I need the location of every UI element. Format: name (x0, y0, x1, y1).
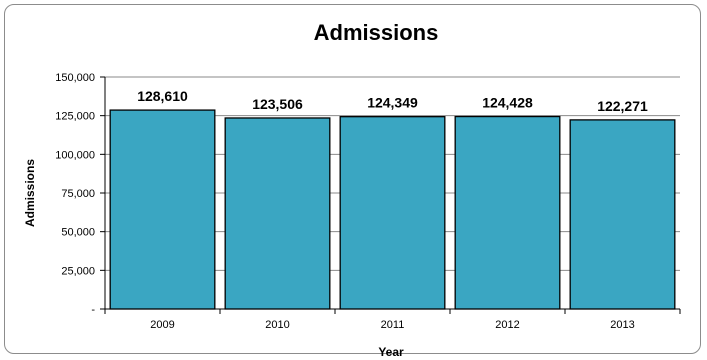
axes: - 25,000 50,000 75,000 100,000 125,000 150,000… (55, 72, 681, 331)
y-axis-title: Admissions (23, 159, 37, 227)
y-tick-label: 75,000 (61, 188, 95, 200)
chart-title: Admissions (313, 20, 439, 45)
x-axis-title: Year (378, 345, 404, 359)
bar-2010 (224, 117, 331, 310)
data-label: 123,506 (252, 96, 303, 112)
x-tick-label: 2013 (610, 319, 634, 331)
x-tick-label: 2012 (495, 319, 519, 331)
bar-2009 (109, 109, 216, 310)
bar-2011 (339, 116, 446, 310)
x-tick-label: 2009 (150, 319, 174, 331)
x-tick-label: 2011 (381, 319, 405, 331)
data-label: 128,610 (137, 88, 188, 104)
bar-2013 (569, 119, 676, 310)
x-tick-label: 2010 (265, 319, 289, 331)
y-tick-label: 125,000 (55, 111, 95, 123)
y-tick-label: 50,000 (61, 227, 95, 239)
data-label: 122,271 (597, 98, 648, 114)
bar-2012 (454, 115, 561, 310)
data-label: 124,349 (367, 95, 418, 111)
y-tick-label: 100,000 (55, 149, 95, 161)
y-tick-label: 150,000 (55, 72, 95, 84)
y-tick-label: 25,000 (61, 265, 95, 277)
data-labels: 128,610 123,506 124,349 124,428 122,271 (137, 88, 648, 114)
y-tick-label: - (91, 304, 95, 316)
data-label: 124,428 (482, 95, 533, 111)
bars (109, 109, 676, 310)
